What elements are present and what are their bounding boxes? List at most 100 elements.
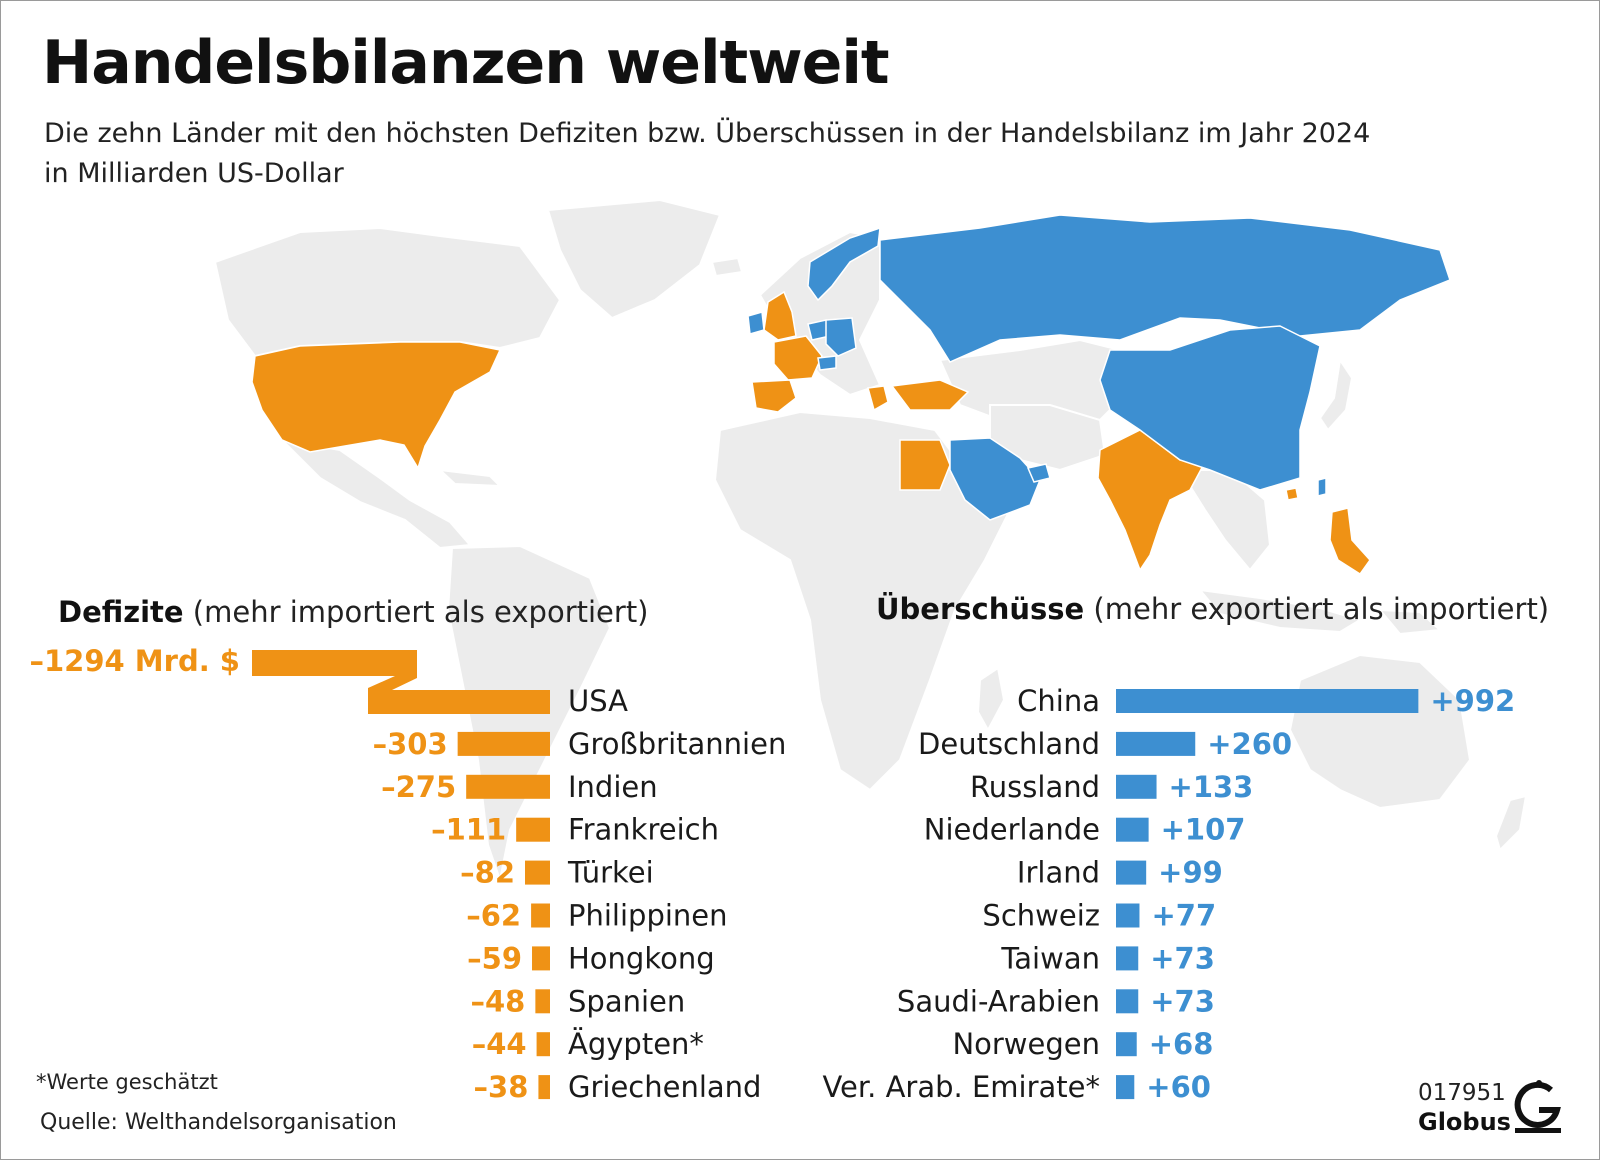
- surpluses-heading: Überschüsse (mehr exportiert als importi…: [876, 592, 1549, 626]
- page-title: Handelsbilanzen weltweit: [42, 28, 890, 98]
- map-turkey: [890, 379, 970, 411]
- brand-name: Globus: [1418, 1108, 1511, 1136]
- deficit-bar-8: [536, 1032, 550, 1057]
- map-greenland: [546, 198, 722, 320]
- deficit-country-label-0: USA: [568, 684, 628, 718]
- map-new-zealand: [1494, 794, 1528, 852]
- deficit-value-label-4: –82: [460, 856, 515, 890]
- deficit-value-label-8: –44: [472, 1027, 527, 1061]
- deficit-value-label-3: –111: [431, 813, 506, 847]
- surplus-value-label-9: +60: [1146, 1070, 1211, 1104]
- surplus-country-label-5: Schweiz: [982, 899, 1100, 933]
- map-caribbean: [437, 468, 503, 488]
- map-uae: [1026, 463, 1051, 483]
- deficit-bar-0: [252, 650, 550, 714]
- deficit-country-label-4: Türkei: [567, 856, 654, 890]
- deficit-bar-7: [535, 989, 550, 1014]
- deficit-bar-9: [538, 1075, 550, 1100]
- map-indonesia: [1197, 588, 1363, 634]
- deficits-heading-rest: (mehr importiert als exportiert): [183, 595, 649, 629]
- map-madagascar: [976, 666, 1006, 733]
- surplus-value-label-3: +107: [1161, 813, 1246, 847]
- globus-logo-icon: [1514, 1080, 1561, 1133]
- map-france: [773, 335, 823, 381]
- deficit-country-label-6: Hongkong: [568, 941, 715, 975]
- deficit-value-label-5: –62: [466, 899, 521, 933]
- deficit-country-label-3: Frankreich: [568, 813, 719, 847]
- deficit-bar-5: [531, 903, 550, 928]
- deficit-value-label-0: –1294 Mrd. $: [29, 644, 240, 678]
- surplus-value-label-5: +77: [1151, 899, 1216, 933]
- deficits-heading: Defizite (mehr importiert als exportiert…: [58, 595, 649, 629]
- map-spain: [751, 379, 797, 413]
- map-switzerland: [817, 355, 837, 371]
- surplus-country-label-0: China: [1017, 684, 1100, 718]
- surpluses-heading-bold: Überschüsse: [876, 592, 1085, 626]
- surplus-country-label-7: Saudi-Arabien: [897, 984, 1100, 1018]
- deficit-value-label-6: –59: [467, 941, 522, 975]
- surplus-country-label-8: Norwegen: [952, 1027, 1100, 1061]
- surplus-bar-7: [1116, 989, 1139, 1014]
- surplus-value-label-6: +73: [1150, 941, 1215, 975]
- map-saudi-arabia: [949, 437, 1041, 521]
- deficit-country-label-8: Ägypten*: [568, 1027, 704, 1061]
- surplus-country-label-6: Taiwan: [1000, 941, 1100, 975]
- subtitle-line1: Die zehn Länder mit den höchsten Defizit…: [44, 118, 1371, 149]
- footnote: *Werte geschätzt: [36, 1070, 218, 1094]
- surplus-bar-1: [1116, 731, 1196, 756]
- map-iceland: [710, 256, 744, 278]
- map-central-america: [279, 438, 473, 550]
- surplus-bar-8: [1116, 1032, 1137, 1057]
- subtitle-line2: in Milliarden US-Dollar: [44, 158, 344, 189]
- surplus-bar-3: [1116, 817, 1149, 842]
- surplus-bar-9: [1116, 1075, 1135, 1100]
- map-new-guinea: [1377, 608, 1443, 636]
- surplus-country-label-9: Ver. Arab. Emirate*: [822, 1070, 1100, 1104]
- map-china: [1099, 325, 1321, 491]
- surplus-value-label-7: +73: [1150, 984, 1215, 1018]
- surplus-country-label-4: Irland: [1017, 856, 1100, 890]
- surplus-country-label-2: Russland: [970, 770, 1100, 804]
- surplus-country-label-1: Deutschland: [918, 727, 1100, 761]
- map-taiwan: [1317, 477, 1327, 497]
- deficit-country-label-7: Spanien: [568, 984, 685, 1018]
- map-egypt: [899, 439, 951, 491]
- surplus-bar-0: [1116, 689, 1419, 713]
- surplus-value-label-2: +133: [1169, 770, 1254, 804]
- deficit-bar-1: [457, 731, 550, 756]
- deficit-country-label-9: Griechenland: [568, 1070, 761, 1104]
- surpluses-heading-rest: (mehr exportiert als importiert): [1084, 592, 1550, 626]
- surplus-value-label-1: +260: [1207, 727, 1292, 761]
- surplus-bar-4: [1116, 860, 1147, 885]
- surplus-value-label-4: +99: [1158, 856, 1223, 890]
- deficit-country-label-2: Indien: [568, 770, 658, 804]
- map-germany: [825, 317, 857, 357]
- deficit-country-label-5: Philippinen: [568, 899, 728, 933]
- deficit-bar-6: [532, 946, 550, 971]
- deficit-country-label-1: Großbritannien: [568, 727, 786, 761]
- map-usa: [251, 341, 502, 470]
- graphic-code: 017951: [1418, 1080, 1506, 1106]
- deficit-value-label-2: –275: [381, 770, 456, 804]
- map-africa: [713, 410, 1012, 792]
- surplus-value-label-0: +992: [1430, 684, 1515, 718]
- deficits-heading-bold: Defizite: [58, 595, 184, 629]
- deficit-bar-4: [525, 860, 550, 885]
- surplus-country-label-3: Niederlande: [924, 813, 1100, 847]
- deficit-value-label-1: –303: [373, 727, 448, 761]
- map-hongkong: [1285, 487, 1299, 501]
- surplus-bar-5: [1116, 903, 1140, 928]
- surplus-bar-2: [1116, 774, 1157, 799]
- map-norway: [807, 226, 881, 302]
- deficit-value-label-7: –48: [471, 984, 526, 1018]
- surplus-bar-6: [1116, 946, 1139, 971]
- deficit-value-label-9: –38: [474, 1070, 529, 1104]
- map-japan: [1318, 357, 1354, 432]
- map-ireland: [747, 311, 765, 335]
- surplus-value-label-8: +68: [1149, 1027, 1214, 1061]
- source-note: Quelle: Welthandelsorganisation: [40, 1110, 397, 1135]
- map-greece: [867, 385, 889, 412]
